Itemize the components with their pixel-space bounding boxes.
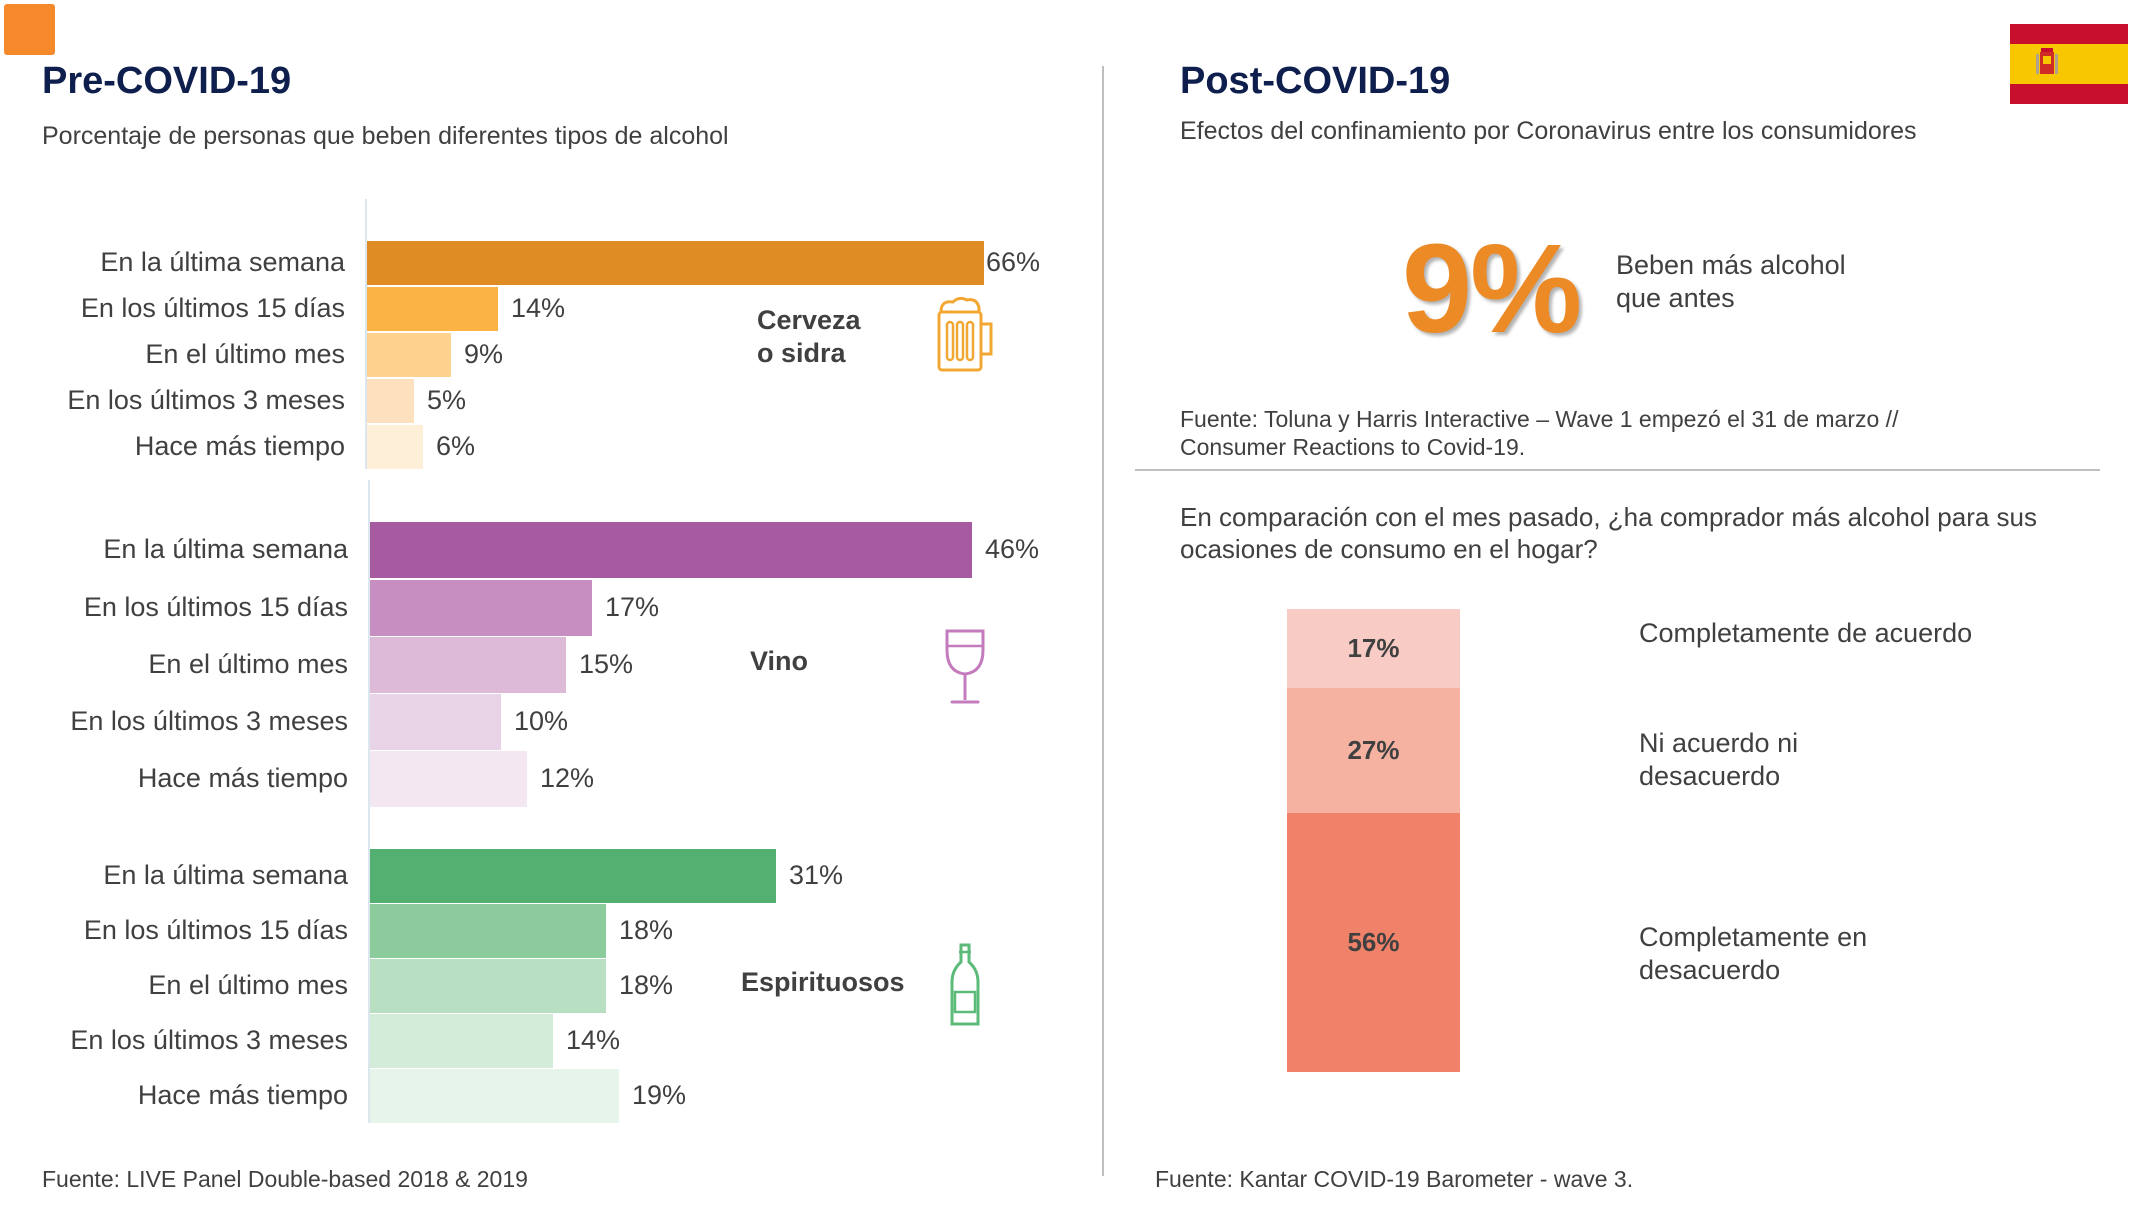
category-label: En los últimos 3 meses (70, 706, 348, 736)
bottle-icon (950, 943, 980, 1026)
bar (370, 580, 592, 636)
value-label: 66% (986, 247, 1041, 277)
value-label: 17% (605, 592, 660, 622)
bar (370, 849, 776, 903)
bar (370, 751, 527, 807)
right-source-2: Fuente: Kantar COVID-19 Barometer - wave… (1155, 1166, 1634, 1192)
wine-glass-icon (945, 629, 985, 704)
brand-square (4, 4, 55, 55)
category-label: En el último mes (145, 339, 345, 369)
spain-flag-icon (2010, 24, 2128, 104)
bar (370, 904, 606, 958)
value-label: 14% (566, 1025, 621, 1055)
stack-legend-label: Ni acuerdo ni desacuerdo (1639, 728, 1799, 791)
category-label: En los últimos 15 días (80, 293, 345, 323)
left-title: Pre-COVID-19 (42, 60, 292, 102)
value-label: 5% (427, 385, 467, 415)
bar (367, 241, 984, 285)
value-label: 19% (632, 1080, 687, 1110)
stack-segment: 56% (1287, 813, 1460, 1072)
bar (367, 379, 414, 423)
category-label: En la última semana (103, 860, 348, 890)
bar (370, 959, 606, 1013)
group-label-wine: Vino (750, 646, 809, 676)
right-divider (1135, 469, 2100, 471)
value-label: 31% (789, 860, 844, 890)
bar-axis (365, 199, 367, 469)
category-label: En la última semana (100, 247, 345, 277)
bar (367, 333, 451, 377)
category-label: Hace más tiempo (137, 1080, 348, 1110)
value-label: 9% (464, 339, 504, 369)
value-label: 12% (540, 763, 595, 793)
survey-question: En comparación con el mes pasado, ¿ha co… (1180, 502, 2037, 564)
value-label: 18% (619, 915, 674, 945)
group-label-spirits: Espirituosos (741, 967, 905, 997)
category-label: Hace más tiempo (137, 763, 348, 793)
left-subtitle: Porcentaje de personas que beben diferen… (42, 122, 729, 150)
category-label: En el último mes (148, 970, 348, 1000)
big-stat-label: Beben más alcohol que antes (1616, 250, 1846, 313)
bar (370, 522, 972, 578)
value-label: 10% (514, 706, 569, 736)
bar-axis (368, 480, 370, 807)
category-label: En los últimos 3 meses (70, 1025, 348, 1055)
stack-segment: 27% (1287, 688, 1460, 813)
big-stat-value: 9% (1402, 218, 1582, 359)
category-label: En los últimos 3 meses (67, 385, 345, 415)
panel-divider (1102, 66, 1104, 1176)
category-label: En los últimos 15 días (83, 592, 348, 622)
value-label: 6% (436, 431, 476, 461)
bar (370, 1069, 619, 1123)
beer-mug-icon (937, 296, 993, 372)
right-title: Post-COVID-19 (1180, 60, 1451, 102)
bar (370, 1014, 553, 1068)
value-label: 15% (579, 649, 634, 679)
bar (370, 694, 501, 750)
bar (370, 637, 566, 693)
category-label: En el último mes (148, 649, 348, 679)
bar-axis (368, 807, 370, 1123)
stack-segment: 17% (1287, 609, 1460, 688)
right-source-1: Fuente: Toluna y Harris Interactive – Wa… (1180, 406, 1899, 460)
category-label: Hace más tiempo (134, 431, 345, 461)
group-label-beer: Cerveza o sidra (757, 305, 861, 368)
category-label: En la última semana (103, 534, 348, 564)
right-subtitle: Efectos del confinamiento por Coronaviru… (1180, 117, 1917, 145)
bar (367, 425, 423, 469)
left-source: Fuente: LIVE Panel Double-based 2018 & 2… (42, 1166, 528, 1192)
stack-legend-label: Completamente en desacuerdo (1639, 922, 1868, 985)
bar (367, 287, 498, 331)
value-label: 18% (619, 970, 674, 1000)
category-label: En los últimos 15 días (83, 915, 348, 945)
value-label: 14% (511, 293, 566, 323)
stack-legend-label: Completamente de acuerdo (1639, 618, 1973, 648)
value-label: 46% (985, 534, 1040, 564)
